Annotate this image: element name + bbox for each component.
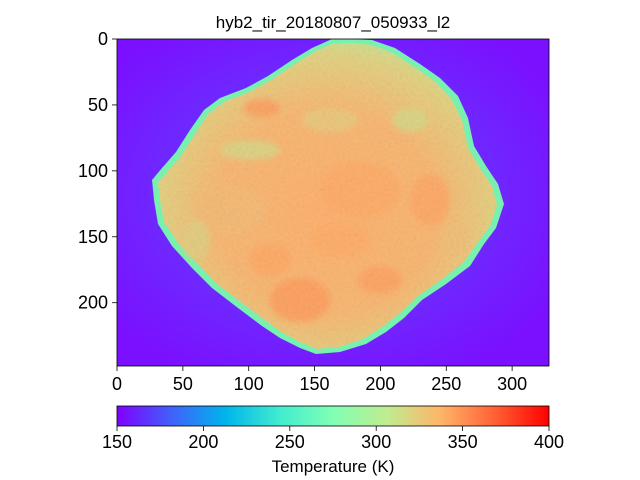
y-tick-label: 50 [88,95,108,115]
x-tick-label: 50 [173,374,193,394]
x-axis-ticks: 0 50 100 150 200 250 300 [112,366,527,394]
colorbar-tick-label: 350 [448,432,478,452]
x-tick-label: 0 [112,374,122,394]
colorbar-label: Temperature (K) [272,457,395,476]
colorbar-tick-label: 300 [361,432,391,452]
y-tick-label: 100 [78,161,108,181]
colorbar-tick-label: 200 [188,432,218,452]
y-tick-label: 200 [78,293,108,313]
x-tick-label: 100 [234,374,264,394]
image-frame [116,38,550,367]
y-tick-label: 150 [78,227,108,247]
colorbar-ticks: 150 200 250 300 350 400 [102,426,564,452]
colorbar-tick-label: 150 [102,432,132,452]
colorbar [116,405,550,427]
y-tick-label: 0 [98,29,108,49]
x-tick-label: 200 [365,374,395,394]
y-axis-ticks: 0 50 100 150 200 [78,29,117,313]
colorbar-tick-label: 250 [275,432,305,452]
surface-texture [158,43,497,349]
x-tick-label: 150 [300,374,330,394]
thermal-image [117,39,549,366]
asteroid-body [152,39,504,354]
x-tick-label: 300 [497,374,527,394]
image-title: hyb2_tir_20180807_050933_l2 [216,13,450,32]
colorbar-tick-label: 400 [534,432,564,452]
x-tick-label: 250 [431,374,461,394]
